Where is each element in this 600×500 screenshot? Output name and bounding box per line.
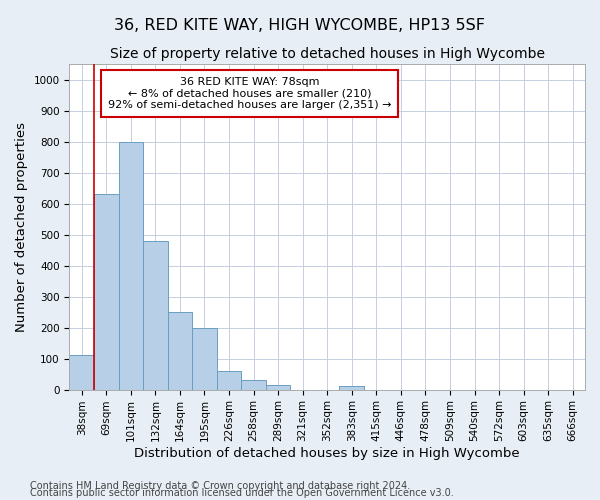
- Bar: [217, 371, 241, 390]
- Text: 36 RED KITE WAY: 78sqm
← 8% of detached houses are smaller (210)
92% of semi-det: 36 RED KITE WAY: 78sqm ← 8% of detached …: [108, 77, 392, 110]
- Bar: [70, 356, 94, 390]
- Text: 36, RED KITE WAY, HIGH WYCOMBE, HP13 5SF: 36, RED KITE WAY, HIGH WYCOMBE, HP13 5SF: [115, 18, 485, 32]
- Bar: [192, 328, 217, 390]
- Bar: [167, 312, 192, 390]
- Text: Contains public sector information licensed under the Open Government Licence v3: Contains public sector information licen…: [30, 488, 454, 498]
- Bar: [94, 194, 119, 390]
- Title: Size of property relative to detached houses in High Wycombe: Size of property relative to detached ho…: [110, 48, 545, 62]
- Bar: [241, 380, 266, 390]
- Text: Contains HM Land Registry data © Crown copyright and database right 2024.: Contains HM Land Registry data © Crown c…: [30, 481, 410, 491]
- Bar: [266, 385, 290, 390]
- Bar: [119, 142, 143, 390]
- Bar: [143, 241, 167, 390]
- X-axis label: Distribution of detached houses by size in High Wycombe: Distribution of detached houses by size …: [134, 447, 520, 460]
- Y-axis label: Number of detached properties: Number of detached properties: [15, 122, 28, 332]
- Bar: [340, 386, 364, 390]
